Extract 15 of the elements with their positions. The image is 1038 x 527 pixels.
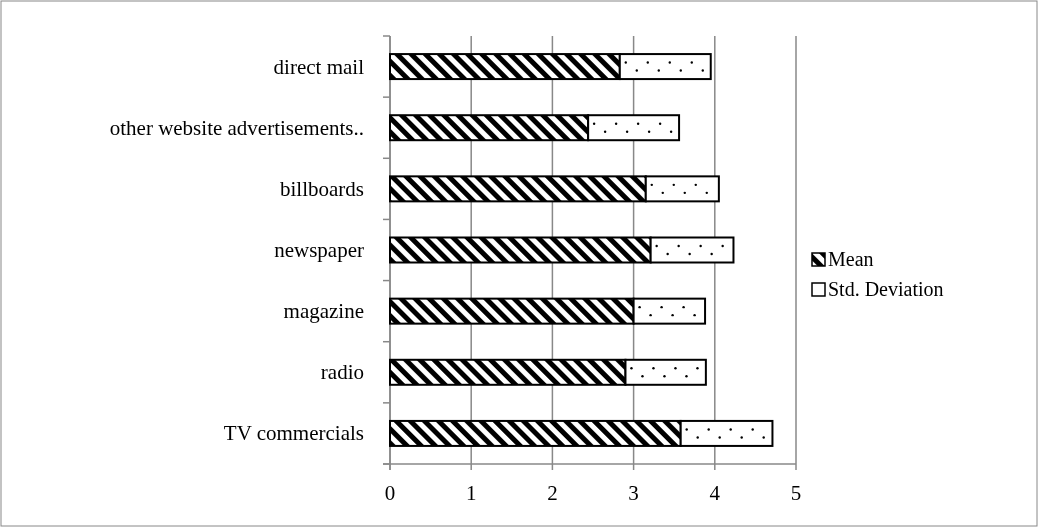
- y-tick-label: radio: [320, 360, 364, 385]
- x-tick-label: 5: [790, 481, 802, 505]
- legend-label: Std. Deviation: [828, 278, 944, 300]
- legend-label: Mean: [828, 248, 874, 270]
- x-tick-label: 4: [709, 481, 721, 505]
- y-tick-label: other website advertisements..: [109, 115, 364, 140]
- x-tick-label: 1: [465, 481, 477, 505]
- x-tick-label: 3: [628, 481, 639, 505]
- x-tick-label: 0: [384, 481, 396, 505]
- y-tick-label: newspaper: [274, 238, 364, 262]
- y-tick-label: direct mail: [273, 54, 365, 79]
- y-tick-label: billboards: [280, 176, 364, 201]
- x-tick-label: 2: [547, 481, 558, 505]
- y-tick-label: magazine: [283, 299, 364, 324]
- y-tick-label: TV commercials: [223, 421, 364, 446]
